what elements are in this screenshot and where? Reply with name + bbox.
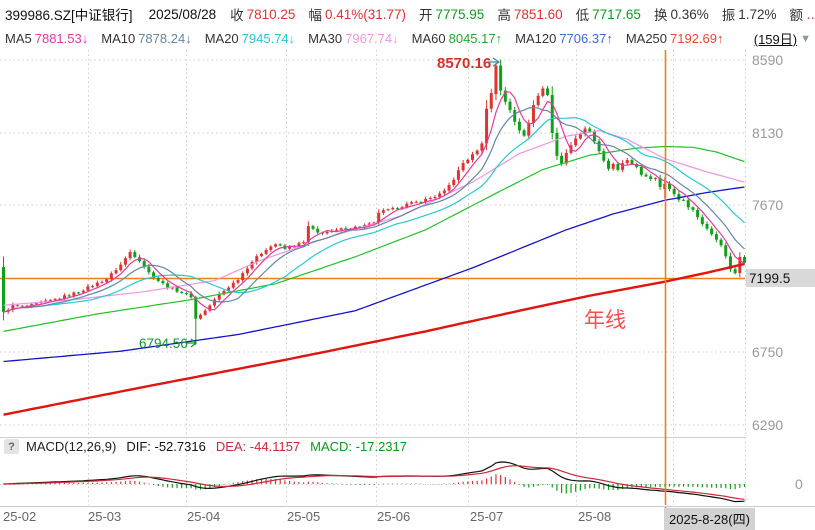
chevron-down-icon[interactable]: ▼ bbox=[800, 32, 811, 45]
y-axis-labels: 8590 8130 7670 6750 6290 7199.5 bbox=[746, 52, 815, 433]
candles bbox=[2, 59, 747, 345]
symbol-name: 399986.SZ[中证银行] bbox=[5, 8, 133, 23]
ma20-legend: MA20 7945.74↓ bbox=[204, 31, 296, 46]
crosshair-price-label: 7199.5 bbox=[749, 271, 790, 286]
date-axis: 2025-8-28(四) 25-02 25-03 25-04 25-05 25-06 25… bbox=[0, 506, 815, 530]
x-axis-label: 25-08 bbox=[578, 509, 612, 524]
quote-date: 2025/08/28 bbox=[148, 6, 217, 22]
y-axis-label: 8590 bbox=[752, 52, 783, 68]
dif-value: DIF: -52.7316 bbox=[126, 439, 206, 454]
x-axis-label: 25-04 bbox=[187, 509, 221, 524]
crosshair-date-label: 2025-8-28(四) bbox=[664, 508, 755, 530]
turnover-field: 换 0.36% bbox=[653, 6, 709, 24]
x-axis-label: 25-06 bbox=[377, 509, 411, 524]
macd-title[interactable]: MACD(12,26,9) bbox=[26, 439, 117, 454]
y-axis-label: 8130 bbox=[752, 125, 783, 141]
amplitude-field: 振 1.72% bbox=[721, 6, 777, 24]
x-axis-label: 25-05 bbox=[287, 509, 321, 524]
macd-value: MACD: -17.2317 bbox=[310, 439, 407, 454]
x-axis-label: 25-03 bbox=[88, 509, 122, 524]
macd-zero-label: 0 bbox=[795, 476, 803, 492]
x-axis-label: 25-07 bbox=[470, 509, 504, 524]
period-selector[interactable]: (159日) bbox=[753, 32, 798, 47]
high-field: 高 7851.60 bbox=[497, 6, 563, 24]
x-axis-label: 25-02 bbox=[3, 509, 37, 524]
year-line-annotation: 年线 bbox=[584, 309, 626, 332]
ma60-legend: MA60 8045.17↑ bbox=[411, 31, 503, 46]
y-axis-label: 6290 bbox=[752, 417, 783, 433]
open-field: 开 7775.95 bbox=[419, 6, 485, 24]
y-axis-label: 7670 bbox=[752, 197, 783, 213]
change-field: 幅 0.41%(31.77) bbox=[308, 6, 407, 24]
ma5-legend: MA5 7881.53↓ bbox=[5, 31, 89, 46]
dea-value: DEA: -44.1157 bbox=[215, 439, 301, 454]
close-field: 收 7810.25 bbox=[230, 6, 296, 24]
ma10-legend: MA10 7878.24↓ bbox=[101, 31, 192, 46]
amount-field: 额… bbox=[789, 7, 815, 24]
annotations: 8570.16 6794.56 年线 bbox=[139, 55, 626, 351]
quote-header: 399986.SZ[中证银行] 2025/08/28 收 7810.25 幅 0.4… bbox=[5, 4, 815, 24]
ma250-legend: MA250 7192.69↑ bbox=[625, 31, 724, 46]
low-price-label: 6794.56 bbox=[139, 336, 188, 351]
macd-legend: ? MACD(12,26,9) DIF: -52.7316 DEA: -44.1… bbox=[4, 439, 407, 454]
help-icon[interactable]: ? bbox=[4, 439, 19, 454]
peak-price-label: 8570.16 bbox=[437, 55, 491, 72]
low-field: 低 7717.65 bbox=[575, 6, 641, 24]
ma-legend: MA5 7881.53↓ MA10 7878.24↓ MA20 7945.74↓ MA… bbox=[5, 29, 811, 48]
ma120-legend: MA120 7706.37↑ bbox=[515, 31, 613, 46]
ma-lines bbox=[3, 91, 745, 416]
macd-pane: 0 bbox=[0, 461, 803, 503]
y-axis-label: 6750 bbox=[752, 344, 783, 360]
ma30-legend: MA30 7967.74↓ bbox=[308, 31, 399, 46]
